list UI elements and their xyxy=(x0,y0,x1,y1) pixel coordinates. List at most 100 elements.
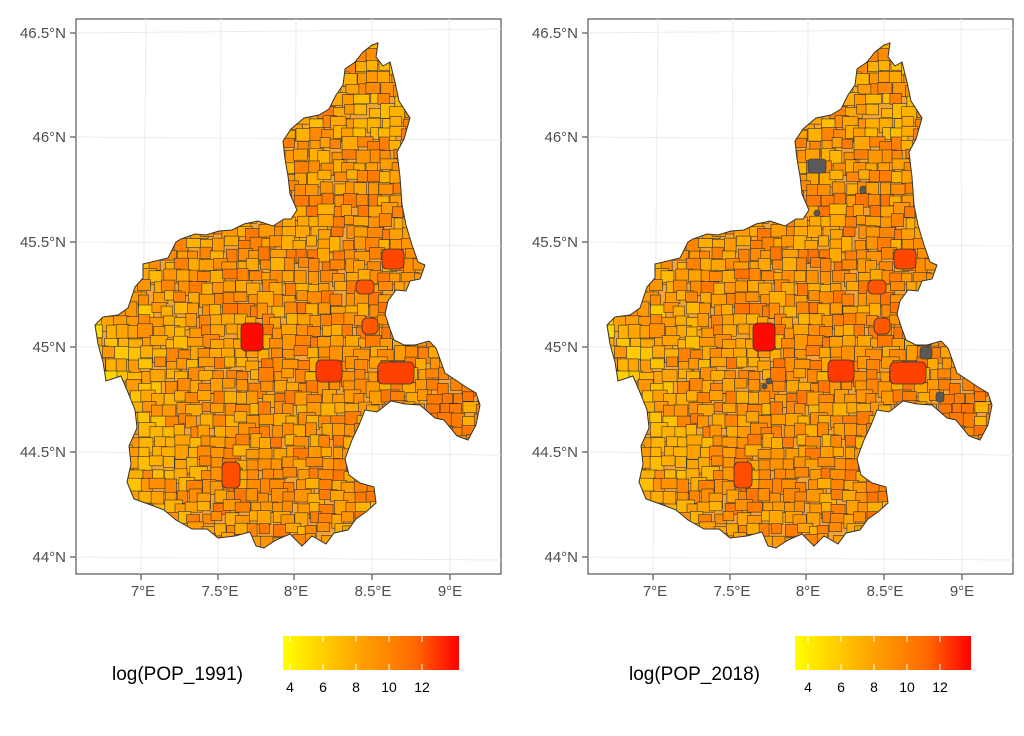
municipality xyxy=(857,335,873,347)
municipality xyxy=(781,436,794,448)
municipality xyxy=(316,521,330,532)
municipality xyxy=(793,368,806,379)
municipality xyxy=(818,347,831,359)
map-panel-2018: 46.5°N 46°N 45.5°N 45°N 44.5°N 44°N 7°E … xyxy=(532,18,1014,695)
municipality xyxy=(841,259,857,270)
municipality xyxy=(441,393,453,405)
municipality xyxy=(974,391,986,402)
municipality xyxy=(880,182,891,197)
municipality-missing xyxy=(935,391,945,403)
municipality xyxy=(673,279,688,293)
municipality xyxy=(901,116,915,127)
y-tick-label: 45.5°N xyxy=(532,234,578,251)
municipality xyxy=(661,455,676,467)
municipality xyxy=(352,216,371,227)
municipality xyxy=(198,356,217,367)
municipality xyxy=(676,478,689,494)
y-tick-label: 46.5°N xyxy=(20,25,66,42)
municipality xyxy=(877,82,893,94)
municipality xyxy=(329,259,345,270)
municipality xyxy=(903,206,916,218)
y-axis-ticks: 46.5°N 46°N 45.5°N 45°N 44.5°N 44°N xyxy=(532,25,588,566)
municipality xyxy=(650,358,665,370)
municipality xyxy=(426,378,439,391)
municipality xyxy=(293,148,308,161)
municipality xyxy=(378,183,394,195)
municipality xyxy=(233,291,248,302)
municipality xyxy=(794,466,809,478)
x-tick-label: 9°E xyxy=(438,583,462,600)
municipality xyxy=(366,59,378,71)
municipality xyxy=(806,270,819,284)
municipality xyxy=(841,345,855,362)
municipality xyxy=(770,413,788,425)
municipality xyxy=(662,490,677,506)
municipality xyxy=(736,235,751,247)
municipality xyxy=(137,279,151,291)
municipality xyxy=(987,403,992,419)
y-tick-label: 46°N xyxy=(32,129,66,146)
municipality xyxy=(295,225,310,238)
municipality xyxy=(938,378,951,391)
region-outline xyxy=(94,42,481,549)
municipality xyxy=(722,510,735,521)
municipality-missing xyxy=(813,209,821,217)
municipality xyxy=(865,103,879,116)
municipality xyxy=(353,103,367,116)
municipality xyxy=(173,291,186,303)
municipality xyxy=(329,345,343,362)
municipality xyxy=(212,414,226,428)
municipality xyxy=(224,235,239,247)
municipality xyxy=(258,413,276,425)
municipality xyxy=(341,511,354,523)
municipality xyxy=(698,238,713,248)
municipality xyxy=(236,268,249,282)
municipality xyxy=(829,214,846,228)
municipality xyxy=(819,258,832,273)
municipality xyxy=(199,246,212,259)
municipality xyxy=(149,369,166,382)
municipality xyxy=(829,169,844,180)
municipality xyxy=(793,270,807,282)
municipality xyxy=(163,456,175,468)
y-tick-label: 44°N xyxy=(32,549,66,566)
municipality xyxy=(685,335,701,350)
municipality xyxy=(378,213,392,227)
legend-2018: log(POP_2018) 4 6 8 10 12 xyxy=(629,636,971,695)
municipality xyxy=(841,293,855,307)
legend-1991: log(POP_1991) 4 6 8 10 12 xyxy=(112,636,459,695)
municipality xyxy=(660,477,678,490)
municipality xyxy=(292,240,306,250)
municipality xyxy=(281,235,295,251)
municipality xyxy=(187,336,205,347)
municipality xyxy=(233,411,248,423)
municipality xyxy=(317,169,332,180)
municipality xyxy=(115,324,130,339)
municipality-large xyxy=(873,317,891,335)
municipality xyxy=(149,335,169,346)
municipality xyxy=(845,458,859,472)
municipality-large xyxy=(315,359,343,383)
municipality xyxy=(330,490,345,502)
municipality xyxy=(345,335,361,347)
x-tick-label: 7.5°E xyxy=(202,583,239,600)
municipality xyxy=(685,291,698,303)
municipality xyxy=(817,422,829,437)
municipality xyxy=(281,270,295,282)
x-axis-ticks: 7°E 7.5°E 8°E 8.5°E 9°E xyxy=(131,574,462,600)
municipality xyxy=(770,367,786,382)
municipality xyxy=(841,138,853,149)
legend-tick-label: 12 xyxy=(932,679,948,695)
municipality xyxy=(808,290,820,301)
legend-tick-label: 10 xyxy=(899,679,915,695)
municipality xyxy=(308,445,322,458)
municipality xyxy=(140,345,154,359)
municipality xyxy=(768,510,784,525)
municipality xyxy=(226,248,238,263)
municipality xyxy=(709,390,724,401)
legend-tick-label: 8 xyxy=(870,679,878,695)
y-tick-label: 45°N xyxy=(544,339,578,356)
municipality xyxy=(197,390,212,401)
municipality xyxy=(697,415,709,429)
municipality xyxy=(286,313,298,326)
